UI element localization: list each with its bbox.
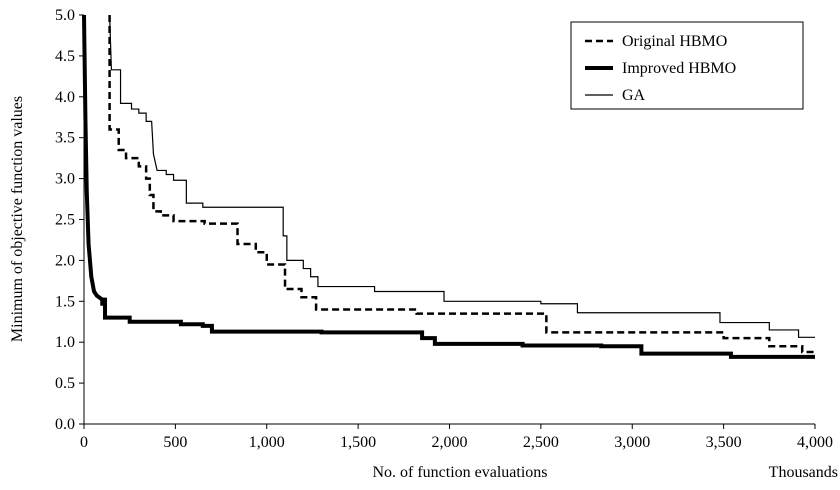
x-tick-label: 500 — [163, 434, 187, 451]
y-tick-label: 4.0 — [55, 89, 75, 106]
x-tick-label: 1,500 — [340, 434, 376, 451]
x-axis-unit: Thousands — [769, 464, 838, 481]
legend-label-ga: GA — [622, 87, 646, 104]
x-ticks: 0 500 1,000 1,500 2,000 2,500 3,000 3,500 4,000 — [80, 424, 833, 451]
y-tick-label: 1.5 — [55, 293, 75, 310]
x-tick-label: 1,000 — [249, 434, 285, 451]
x-tick-label: 2,500 — [523, 434, 559, 451]
y-tick-label: 4.5 — [55, 48, 75, 65]
legend: Original HBMO Improved HBMO GA — [570, 21, 804, 110]
y-tick-label: 1.0 — [55, 334, 75, 351]
x-tick-label: 2,000 — [432, 434, 468, 451]
x-tick-label: 3,000 — [614, 434, 650, 451]
y-tick-label: 0.0 — [55, 416, 75, 433]
y-tick-label: 3.5 — [55, 130, 75, 147]
x-axis-label: No. of function evaluations — [372, 464, 547, 481]
y-tick-label: 5.0 — [55, 7, 75, 24]
y-tick-label: 0.5 — [55, 375, 75, 392]
series-line-improved-hbmo — [82, 14, 815, 359]
y-ticks: 0.0 0.5 1.0 1.5 2.0 2.5 3.0 3.5 4.0 4.5 5.0 — [55, 7, 84, 433]
series-line-original-hbmo — [108, 15, 815, 354]
y-axis-label: Minimum of objective function values — [9, 96, 26, 342]
y-tick-label: 2.0 — [55, 252, 75, 269]
x-tick-label: 4,000 — [797, 434, 833, 451]
x-tick-label: 0 — [80, 434, 88, 451]
legend-label-improved-hbmo: Improved HBMO — [622, 60, 736, 77]
legend-label-original-hbmo: Original HBMO — [622, 33, 727, 50]
y-tick-label: 3.0 — [55, 171, 75, 188]
series-layer — [82, 14, 815, 359]
series-line-ga — [108, 14, 815, 338]
x-tick-label: 3,500 — [706, 434, 742, 451]
y-tick-label: 2.5 — [55, 212, 75, 229]
